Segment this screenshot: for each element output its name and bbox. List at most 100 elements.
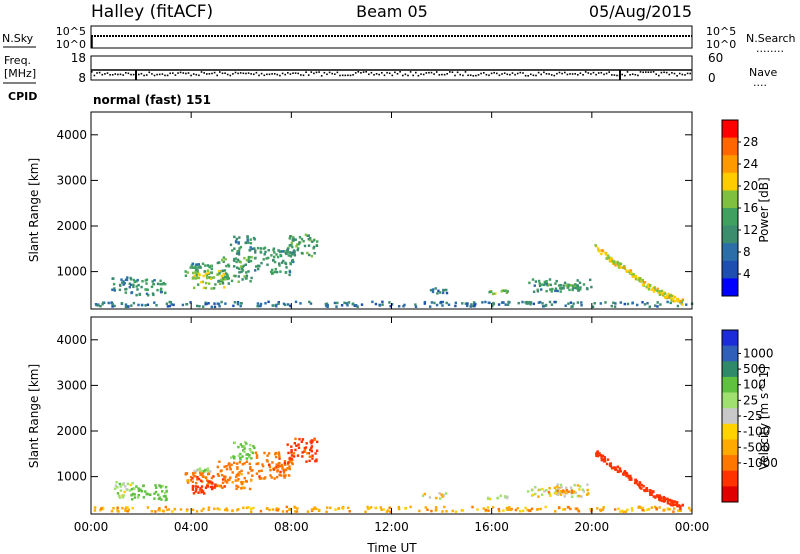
echo-cell <box>626 302 630 306</box>
echo-cell <box>149 493 152 496</box>
echo-cell <box>243 275 246 278</box>
echo-cell <box>288 273 291 277</box>
nave-point <box>443 73 446 76</box>
echo-cell <box>524 506 527 510</box>
echo-cell <box>539 300 542 304</box>
echo-cell <box>255 456 259 459</box>
echo-cell <box>257 267 260 271</box>
echo-cell <box>581 488 584 491</box>
echo-cell <box>245 457 248 460</box>
echo-cell <box>233 461 236 464</box>
nave-point <box>658 74 660 77</box>
echo-cell <box>241 463 244 466</box>
nave-point <box>645 71 647 73</box>
nave-point <box>566 73 569 76</box>
nave-point <box>673 72 676 75</box>
echo-cell <box>619 266 623 269</box>
echo-cell <box>229 243 233 247</box>
nave-point <box>106 72 109 74</box>
echo-cell <box>277 302 280 305</box>
echo-cell <box>688 506 691 510</box>
nave-point <box>375 73 378 75</box>
echo-cell <box>285 505 288 509</box>
echo-cell <box>146 288 149 292</box>
nave-point <box>216 74 218 77</box>
echo-cell <box>242 506 245 510</box>
echo-cell <box>545 289 548 293</box>
echo-cell <box>133 496 137 499</box>
echo-cell <box>642 485 645 488</box>
nave-point <box>509 73 511 76</box>
echo-cell <box>281 467 284 470</box>
echo-cell <box>99 508 102 512</box>
echo-cell <box>288 270 292 274</box>
echo-cell <box>234 479 237 482</box>
nave-point <box>637 74 639 77</box>
echo-cell <box>116 506 119 509</box>
echo-cell <box>647 288 651 291</box>
echo-cell <box>185 509 189 513</box>
echo-cell <box>249 280 252 283</box>
nave-tick-high: 60 <box>708 51 723 65</box>
echo-cell <box>570 489 573 493</box>
echo-cell <box>286 251 289 254</box>
echo-cell <box>93 506 97 509</box>
echo-cell <box>123 490 126 494</box>
echo-cell <box>541 283 544 286</box>
x-tick-label: 00:00 <box>675 520 710 534</box>
echo-cell <box>650 506 654 509</box>
nave-point <box>678 72 681 75</box>
echo-cell <box>300 440 303 443</box>
nave-point <box>409 71 412 73</box>
nave-point <box>263 74 266 77</box>
colorbar-swatch <box>722 137 738 156</box>
echo-cell <box>207 282 211 285</box>
nave-point <box>404 73 407 76</box>
echo-cell <box>200 485 204 488</box>
echo-cell <box>260 469 263 472</box>
echo-cell <box>235 484 238 488</box>
echo-cell <box>192 474 196 477</box>
echo-cell <box>659 495 662 499</box>
echo-cell <box>664 292 667 295</box>
echo-cell <box>445 301 448 305</box>
echo-cell <box>256 246 260 250</box>
echo-cell <box>217 302 221 306</box>
colorbar-tick-label: -500 <box>743 440 770 454</box>
colorbar-swatch <box>722 155 738 174</box>
echo-cell <box>209 480 212 483</box>
echo-cell <box>655 508 658 511</box>
echo-cell <box>454 304 457 308</box>
echo-cell <box>616 465 620 468</box>
echo-cell <box>595 452 598 455</box>
echo-cell <box>505 291 508 294</box>
echo-cell <box>658 290 661 293</box>
echo-cell <box>210 481 214 484</box>
echo-cell <box>574 491 578 494</box>
echo-cell <box>307 234 310 237</box>
echo-cell <box>228 478 231 481</box>
echo-cell <box>184 274 188 277</box>
echo-cell <box>231 249 234 252</box>
echo-cell <box>658 506 661 509</box>
echo-cell <box>582 490 586 493</box>
echo-cell <box>438 291 442 294</box>
echo-cell <box>283 476 286 479</box>
echo-cell <box>658 494 661 497</box>
nave-point <box>145 74 148 76</box>
echo-cell <box>290 454 294 457</box>
echo-cell <box>219 469 222 473</box>
echo-cell <box>554 300 558 304</box>
nsky-label: N.Sky <box>2 32 34 45</box>
nsearch-label: N.Search <box>746 32 796 45</box>
nave-point <box>579 72 582 74</box>
echo-cell <box>490 290 493 293</box>
echo-cell <box>194 485 197 488</box>
y-tick-label: 1000 <box>56 265 87 279</box>
echo-cell <box>423 300 427 304</box>
colorbar-tick-label: -25 <box>743 409 763 423</box>
echo-cell <box>241 455 244 458</box>
echo-cell <box>442 493 445 497</box>
echo-cell <box>243 450 246 454</box>
